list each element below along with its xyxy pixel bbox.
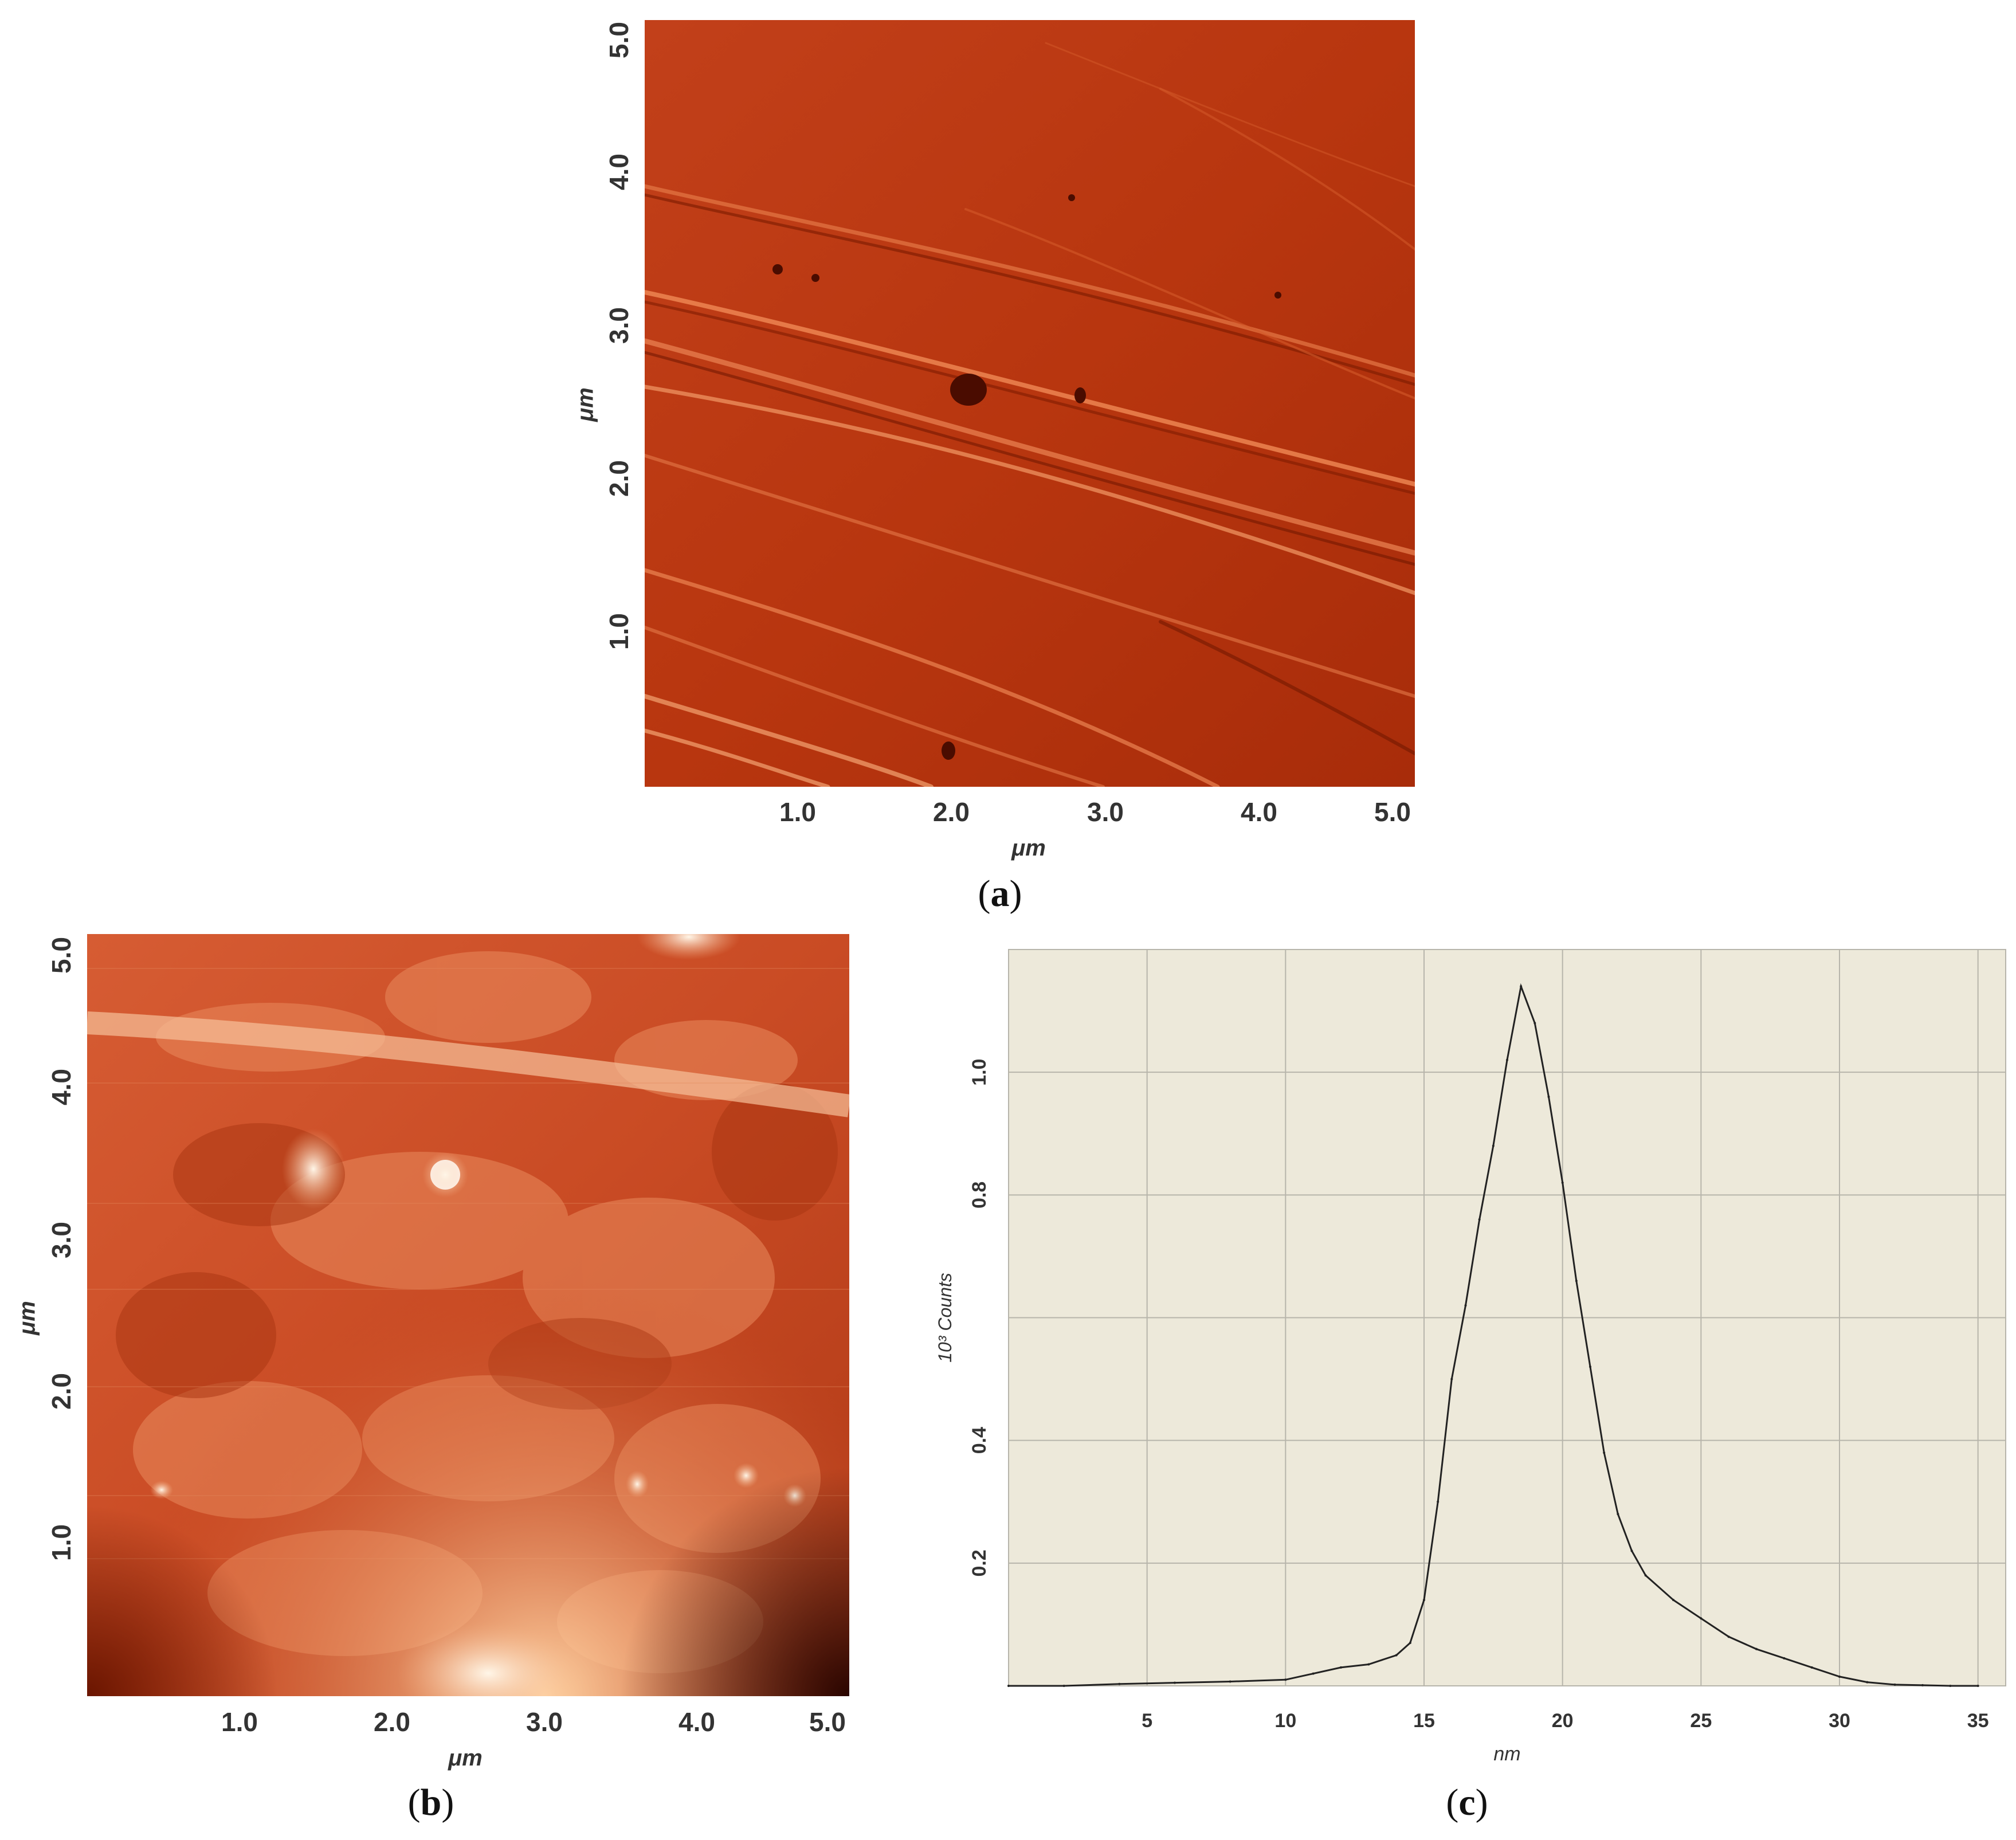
x-axis-label: nm bbox=[1493, 1743, 1520, 1765]
panel-a-x-tick-2: 2.0 bbox=[933, 797, 970, 827]
histogram-point bbox=[1367, 1663, 1370, 1666]
histogram-point bbox=[1547, 1096, 1550, 1098]
panel-a-x-tick-5: 5.0 bbox=[1374, 797, 1411, 827]
x-tick-label: 35 bbox=[1967, 1710, 1989, 1732]
x-tick-label: 30 bbox=[1829, 1710, 1850, 1732]
histogram-point bbox=[1810, 1666, 1813, 1669]
panel-a-x-unit: μm bbox=[1011, 835, 1046, 861]
y-tick-label: 1.0 bbox=[968, 1059, 990, 1086]
x-tick-label: 15 bbox=[1413, 1710, 1435, 1732]
histogram-point bbox=[1755, 1647, 1758, 1650]
x-tick-label: 25 bbox=[1690, 1710, 1712, 1732]
histogram-point bbox=[1672, 1599, 1674, 1602]
histogram-series-line bbox=[1009, 983, 1978, 1687]
histogram-point bbox=[1561, 1181, 1564, 1184]
panel-a-x-tick-4: 4.0 bbox=[1241, 797, 1277, 827]
histogram-point bbox=[1478, 1218, 1481, 1221]
histogram-point bbox=[1866, 1681, 1869, 1684]
y-tick-label: 0.4 bbox=[968, 1427, 990, 1454]
histogram-point bbox=[1340, 1666, 1342, 1669]
panel-b-x-tick-1: 1.0 bbox=[221, 1707, 258, 1737]
panel-b-x-tick-5: 5.0 bbox=[809, 1707, 846, 1737]
histogram-point bbox=[1450, 1378, 1453, 1380]
afm-image-b bbox=[87, 934, 849, 1696]
x-tick-label: 10 bbox=[1274, 1710, 1296, 1732]
panel-b-x-tick-2: 2.0 bbox=[374, 1707, 410, 1737]
histogram-point bbox=[1492, 1144, 1495, 1147]
histogram-point bbox=[1437, 1500, 1440, 1503]
panel-b-x-tick-4: 4.0 bbox=[678, 1707, 715, 1737]
histogram-point bbox=[1284, 1678, 1287, 1681]
x-tick-label: 5 bbox=[1142, 1710, 1152, 1732]
afm-amplitude-texture bbox=[645, 20, 1415, 787]
histogram-point bbox=[1118, 1682, 1121, 1685]
panel-c-label: (c) bbox=[1446, 1782, 1488, 1823]
histogram-point bbox=[1617, 1513, 1619, 1516]
y-tick-label: 0.2 bbox=[968, 1549, 990, 1576]
histogram-point bbox=[1506, 1058, 1508, 1061]
y-tick-label: 0.8 bbox=[968, 1182, 990, 1209]
histogram-point bbox=[1976, 1685, 1979, 1687]
panel-b-label: (b) bbox=[407, 1782, 454, 1823]
histogram-point bbox=[1520, 985, 1523, 988]
afm-image-a bbox=[645, 20, 1415, 787]
histogram-point bbox=[1630, 1549, 1633, 1552]
histogram-point bbox=[1395, 1654, 1398, 1657]
histogram-point bbox=[1589, 1366, 1591, 1368]
histogram-point bbox=[1312, 1672, 1315, 1675]
histogram-point bbox=[1727, 1635, 1730, 1638]
panel-a-x-tick-1: 1.0 bbox=[779, 797, 816, 827]
afm-height-texture bbox=[87, 934, 849, 1696]
histogram-point bbox=[1644, 1574, 1647, 1577]
panel-a-x-tick-3: 3.0 bbox=[1087, 797, 1124, 827]
histogram-point bbox=[1533, 1022, 1536, 1025]
x-tick-label: 20 bbox=[1552, 1710, 1574, 1732]
histogram-point bbox=[1603, 1451, 1606, 1454]
histogram-point bbox=[1783, 1657, 1786, 1659]
histogram-point bbox=[1949, 1685, 1952, 1687]
y-axis-label: 10³ Counts bbox=[935, 1273, 955, 1363]
histogram-point bbox=[1007, 1685, 1010, 1687]
histogram-point bbox=[1229, 1680, 1231, 1683]
histogram-point bbox=[1838, 1675, 1841, 1678]
panel-a-label: (a) bbox=[978, 873, 1022, 915]
panel-b-x-tick-3: 3.0 bbox=[526, 1707, 563, 1737]
panel-b-x-unit: μm bbox=[448, 1745, 483, 1771]
histogram-point bbox=[1174, 1681, 1176, 1684]
histogram-point bbox=[1062, 1685, 1065, 1687]
histogram-point bbox=[1464, 1304, 1467, 1307]
histogram-point bbox=[1423, 1599, 1425, 1602]
histogram-point bbox=[1700, 1617, 1703, 1620]
histogram-point bbox=[1893, 1683, 1896, 1686]
histogram-point bbox=[1575, 1280, 1578, 1282]
histogram-point bbox=[1921, 1684, 1924, 1686]
histogram-point bbox=[1409, 1642, 1411, 1645]
